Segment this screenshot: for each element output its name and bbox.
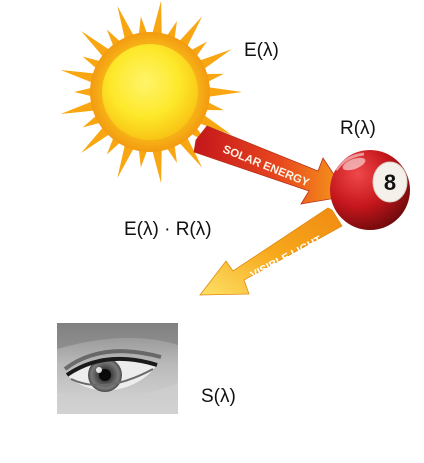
sensor-label: S(λ) <box>201 386 236 407</box>
eye-photo <box>57 323 178 414</box>
sun-ray <box>201 86 242 98</box>
solar-energy-arrow: SOLAR ENERGY <box>193 125 349 205</box>
product-label: E(λ) · R(λ) <box>124 219 212 240</box>
sun-ray <box>150 142 162 184</box>
sun-ray <box>150 0 162 42</box>
ball-number: 8 <box>384 170 396 195</box>
billiard-ball-icon: 8 <box>330 150 410 230</box>
illuminant-label: E(λ) <box>244 40 279 61</box>
visible-light-arrow: VISIBLE LIGHT <box>199 207 343 296</box>
sun-icon <box>60 0 242 184</box>
reflectance-label: R(λ) <box>340 118 376 139</box>
